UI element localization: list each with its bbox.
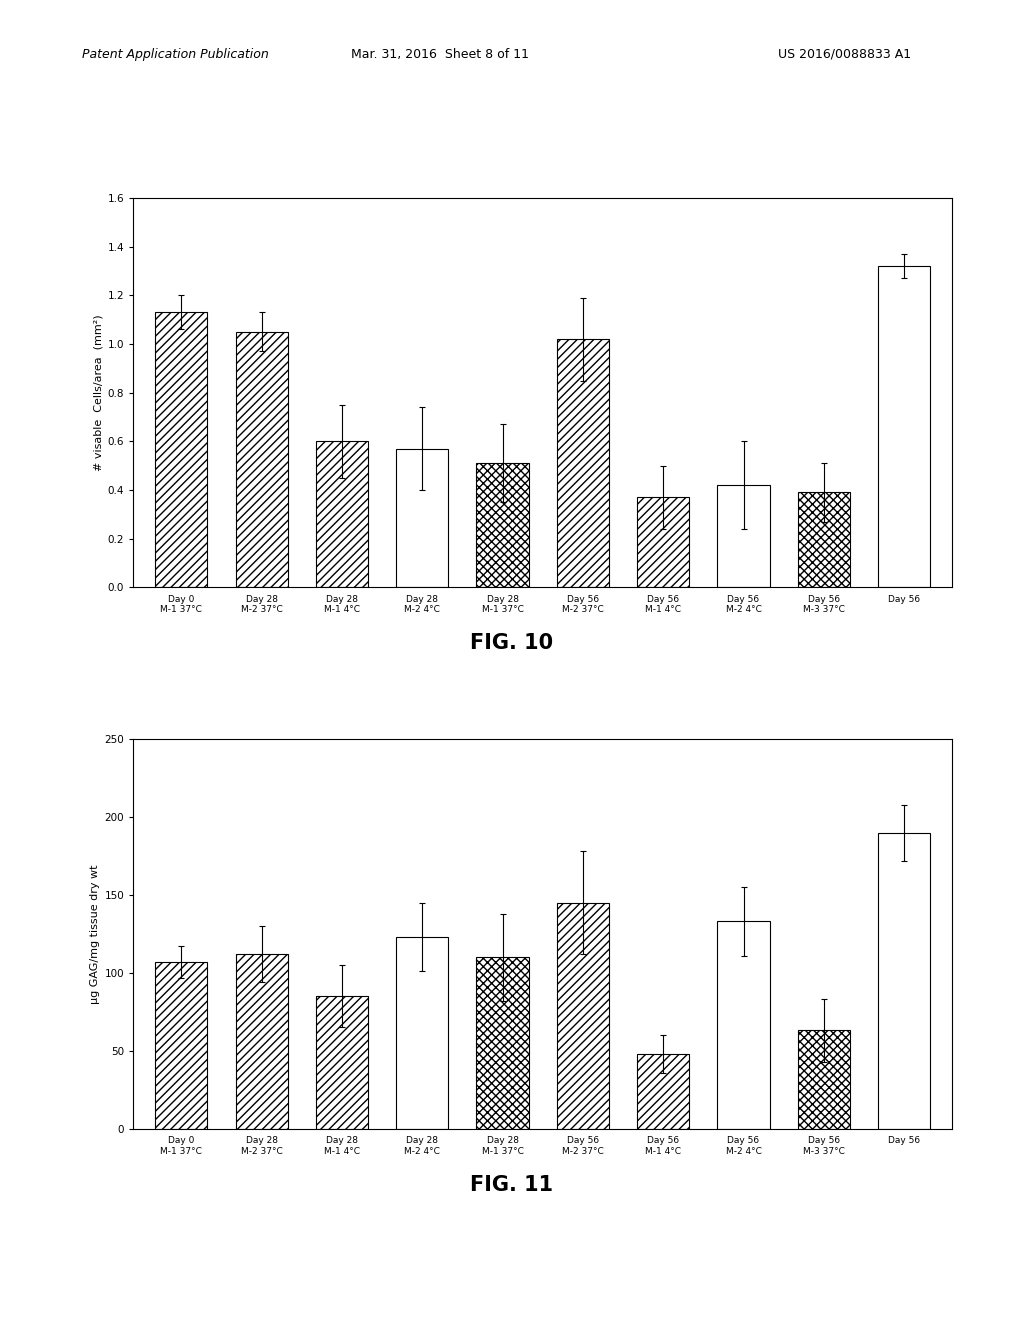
Bar (236, 331, 288, 587)
Text: Patent Application Publication: Patent Application Publication (82, 48, 268, 61)
Text: US 2016/0088833 A1: US 2016/0088833 A1 (778, 48, 911, 61)
Bar (557, 903, 609, 1129)
Bar (878, 267, 930, 587)
Bar (718, 486, 770, 587)
Bar (315, 441, 368, 587)
Bar (637, 1053, 689, 1129)
Bar (476, 463, 528, 587)
Bar (878, 833, 930, 1129)
Bar (798, 1031, 850, 1129)
Text: Mar. 31, 2016  Sheet 8 of 11: Mar. 31, 2016 Sheet 8 of 11 (351, 48, 529, 61)
Bar (557, 339, 609, 587)
Bar (798, 492, 850, 587)
Bar (718, 921, 770, 1129)
Y-axis label: # visable  Cells/area  (mm²): # visable Cells/area (mm²) (93, 314, 103, 471)
Bar (236, 954, 288, 1129)
Text: FIG. 11: FIG. 11 (470, 1175, 554, 1195)
Bar (637, 498, 689, 587)
Text: FIG. 10: FIG. 10 (470, 634, 554, 653)
Bar (156, 962, 208, 1129)
Bar (396, 449, 449, 587)
Bar (396, 937, 449, 1129)
Bar (476, 957, 528, 1129)
Bar (315, 997, 368, 1129)
Y-axis label: μg GAG/mg tissue dry wt: μg GAG/mg tissue dry wt (90, 865, 100, 1003)
Bar (156, 313, 208, 587)
